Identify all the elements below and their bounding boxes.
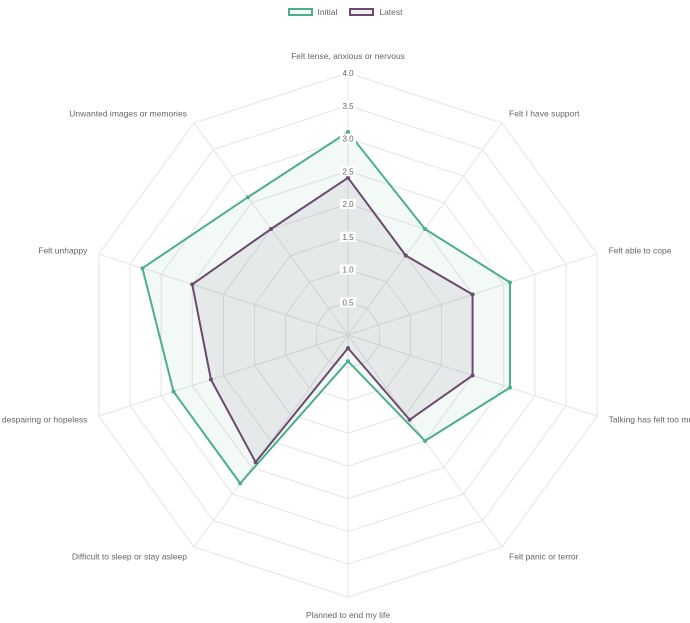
axis-label: Felt able to cope bbox=[609, 245, 672, 255]
data-point-latest[interactable] bbox=[253, 460, 258, 465]
data-point-latest[interactable] bbox=[190, 282, 195, 287]
legend-swatch-initial bbox=[287, 8, 313, 16]
tick-label: 3.0 bbox=[342, 135, 354, 144]
legend-label-latest: Latest bbox=[379, 7, 403, 17]
data-point-latest[interactable] bbox=[346, 175, 350, 180]
tick-label: 1.5 bbox=[342, 233, 354, 242]
axis-label: Difficult to sleep or stay asleep bbox=[72, 552, 187, 562]
tick-label: 3.5 bbox=[342, 102, 354, 111]
tick-label-bg bbox=[340, 68, 356, 78]
tick-label-bg bbox=[340, 297, 356, 308]
tick-label: 1.0 bbox=[342, 266, 354, 275]
axis-label: Felt panic or terror bbox=[509, 552, 579, 562]
axis-label: Felt I have support bbox=[509, 108, 580, 118]
data-point-latest[interactable] bbox=[346, 346, 350, 351]
tick-label-bg bbox=[340, 199, 356, 209]
data-point-initial[interactable] bbox=[422, 438, 427, 443]
spoke-line bbox=[98, 334, 349, 417]
axis-label: Felt tense, anxious or nervous bbox=[291, 51, 405, 61]
data-point-initial[interactable] bbox=[245, 195, 250, 200]
tick-label-bg bbox=[340, 166, 356, 177]
tick-label-bg bbox=[340, 133, 356, 144]
tick-label: 2.5 bbox=[342, 167, 354, 176]
data-point-initial[interactable] bbox=[346, 359, 350, 364]
data-point-initial[interactable] bbox=[507, 280, 512, 285]
data-point-initial[interactable] bbox=[140, 266, 145, 271]
axis-label: Planned to end my life bbox=[306, 610, 390, 620]
tick-label-bg bbox=[340, 100, 356, 111]
legend-item-latest[interactable]: Latest bbox=[349, 5, 403, 19]
axis-label: Talking has felt too much bbox=[609, 415, 690, 425]
data-point-initial[interactable] bbox=[507, 385, 512, 390]
data-point-latest[interactable] bbox=[407, 417, 412, 422]
legend-item-initial[interactable]: Initial bbox=[287, 5, 338, 19]
data-point-latest[interactable] bbox=[470, 373, 475, 378]
data-point-initial[interactable] bbox=[422, 227, 427, 232]
radial-tick-labels: 0.5 1.0 1.5 2.0 2.5 3.0 3.5 4.0 bbox=[340, 68, 356, 308]
legend: Initial Latest bbox=[0, 5, 690, 19]
data-point-latest[interactable] bbox=[470, 292, 475, 297]
data-point-latest[interactable] bbox=[403, 253, 408, 258]
spoke-line bbox=[193, 334, 349, 548]
legend-swatch-latest bbox=[349, 8, 375, 16]
tick-label-bg bbox=[340, 264, 356, 275]
axis-label: Unwanted images or memories bbox=[69, 108, 187, 118]
data-point-initial[interactable] bbox=[346, 129, 350, 134]
tick-label: 2.0 bbox=[342, 200, 354, 209]
axis-labels: Felt tense, anxious or nervous Felt I hav… bbox=[0, 51, 690, 620]
data-point-initial[interactable] bbox=[171, 389, 176, 394]
data-point-latest[interactable] bbox=[269, 227, 274, 232]
data-point-latest[interactable] bbox=[208, 377, 213, 382]
axis-label: Felt unhappy bbox=[38, 245, 88, 255]
tick-label-bg bbox=[340, 231, 356, 242]
tick-label: 4.0 bbox=[342, 69, 354, 78]
tick-label: 0.5 bbox=[342, 298, 354, 307]
axis-label: Felt despairing or hopeless bbox=[0, 415, 87, 425]
series-layer bbox=[140, 129, 512, 486]
data-point-initial[interactable] bbox=[238, 481, 243, 486]
legend-label-initial: Initial bbox=[317, 7, 338, 17]
spoke-line bbox=[98, 253, 349, 336]
